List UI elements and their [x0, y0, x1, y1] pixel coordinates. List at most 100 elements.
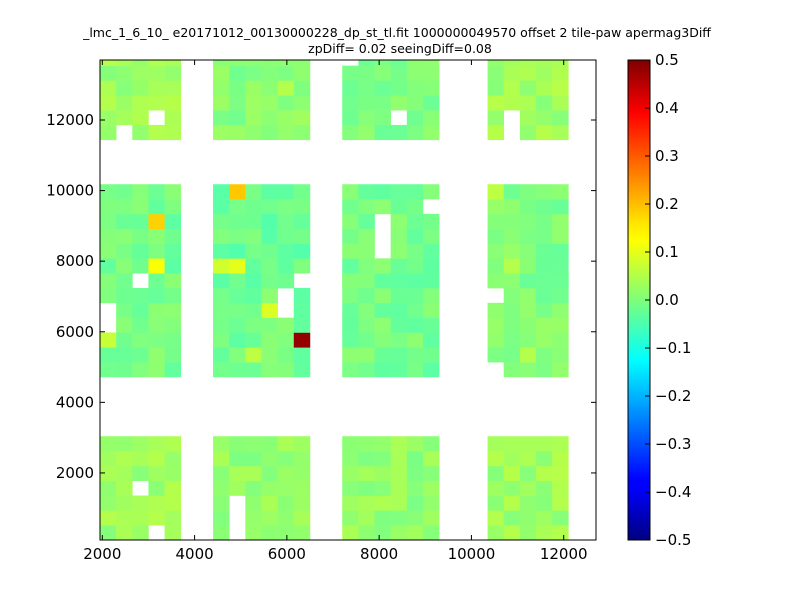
heatmap-cell: [213, 184, 230, 200]
heatmap-cell: [148, 480, 165, 496]
heatmap-cell: [552, 362, 569, 378]
heatmap-cell: [536, 465, 553, 482]
heatmap-cell: [503, 65, 521, 81]
heatmap-cell: [148, 213, 165, 230]
heatmap-cell: [503, 60, 521, 66]
heatmap-cell: [503, 436, 521, 452]
heatmap-cell: [277, 317, 295, 333]
heatmap-cell: [536, 228, 553, 244]
heatmap-cell: [100, 495, 117, 511]
heatmap-cell: [213, 110, 230, 126]
heatmap-cell: [358, 302, 375, 318]
tile-row4-col2: [213, 60, 311, 141]
heatmap-cell: [487, 213, 505, 230]
heatmap-cell: [245, 273, 262, 289]
heatmap-cell: [116, 451, 133, 467]
heatmap-cell: [422, 525, 440, 541]
heatmap-cell: [342, 184, 359, 200]
heatmap-cell: [406, 65, 424, 81]
y-tick-label: 8000: [56, 252, 94, 270]
tile-row1-col2: [213, 436, 311, 541]
heatmap-cell: [132, 451, 149, 467]
heatmap-cell: [116, 436, 133, 452]
heatmap-cell: [374, 288, 391, 304]
heatmap-cell: [406, 228, 424, 244]
heatmap-cell: [116, 347, 133, 363]
heatmap-cell: [519, 199, 537, 215]
heatmap-cell: [503, 243, 521, 259]
heatmap-cell: [164, 273, 182, 289]
heatmap-cell: [487, 228, 505, 244]
heatmap-cell: [422, 465, 440, 482]
heatmap-cell: [487, 510, 505, 526]
heatmap-cell: [132, 436, 149, 452]
heatmap-cell: [293, 436, 311, 452]
heatmap-cell: [390, 273, 408, 289]
heatmap-cell: [519, 60, 537, 66]
heatmap-cell: [390, 525, 408, 541]
heatmap-cell: [164, 124, 182, 141]
heatmap-cell: [164, 228, 182, 244]
heatmap-cell: [261, 362, 278, 378]
heatmap-cell: [148, 199, 165, 215]
heatmap-cell: [487, 347, 505, 363]
heatmap-cell: [342, 95, 359, 111]
heatmap-cell: [164, 317, 182, 333]
heatmap-cell: [422, 451, 440, 467]
heatmap-cell: [422, 124, 440, 141]
heatmap-cell: [261, 495, 278, 511]
heatmap-cell: [406, 258, 424, 274]
heatmap-cell: [552, 60, 569, 66]
heatmap-cell: [390, 228, 408, 244]
tile-row1-col3: [342, 436, 440, 541]
heatmap-cell: [277, 60, 295, 66]
heatmap-cell: [406, 124, 424, 141]
heatmap-cell: [132, 317, 149, 333]
heatmap-cell: [229, 480, 246, 496]
heatmap-cell: [487, 243, 505, 259]
heatmap-cell: [277, 65, 295, 81]
heatmap-cell: [503, 184, 521, 200]
heatmap-cell: [390, 95, 408, 111]
heatmap-cell: [552, 480, 569, 496]
heatmap-cell: [422, 480, 440, 496]
heatmap-cell: [116, 302, 133, 318]
heatmap-cell: [213, 362, 230, 378]
heatmap-cell: [132, 228, 149, 244]
heatmap-cell: [536, 451, 553, 467]
heatmap-cell: [406, 60, 424, 66]
heatmap-cell: [277, 213, 295, 230]
heatmap-cell: [390, 65, 408, 81]
heatmap-cell: [100, 362, 117, 378]
heatmap-cell: [261, 95, 278, 111]
heatmap-cell: [245, 288, 262, 304]
heatmap-cell: [100, 273, 117, 289]
heatmap-cell: [342, 510, 359, 526]
heatmap-cell: [406, 213, 424, 230]
heatmap-cell: [358, 273, 375, 289]
heatmap-cell: [358, 95, 375, 111]
heatmap-cell: [519, 480, 537, 496]
heatmap-cell: [487, 65, 505, 81]
heatmap-cell: [536, 80, 553, 96]
heatmap-cell: [390, 60, 408, 66]
heatmap-cell: [342, 288, 359, 304]
heatmap-cell: [164, 199, 182, 215]
heatmap-cell: [422, 317, 440, 333]
heatmap-cell: [390, 510, 408, 526]
heatmap-cell: [213, 124, 230, 141]
heatmap-cell: [148, 258, 165, 274]
heatmap-cell: [229, 332, 246, 348]
heatmap-cell: [164, 302, 182, 318]
heatmap-cell: [487, 495, 505, 511]
heatmap-cell: [132, 213, 149, 230]
heatmap-cell: [342, 65, 359, 81]
heatmap-cell: [148, 495, 165, 511]
heatmap-cell: [422, 436, 440, 452]
heatmap-cell: [213, 480, 230, 496]
heatmap-cell: [552, 273, 569, 289]
heatmap-cell: [132, 124, 149, 141]
heatmap-cell: [229, 465, 246, 482]
heatmap-cell: [100, 258, 117, 274]
heatmap-cell: [148, 451, 165, 467]
